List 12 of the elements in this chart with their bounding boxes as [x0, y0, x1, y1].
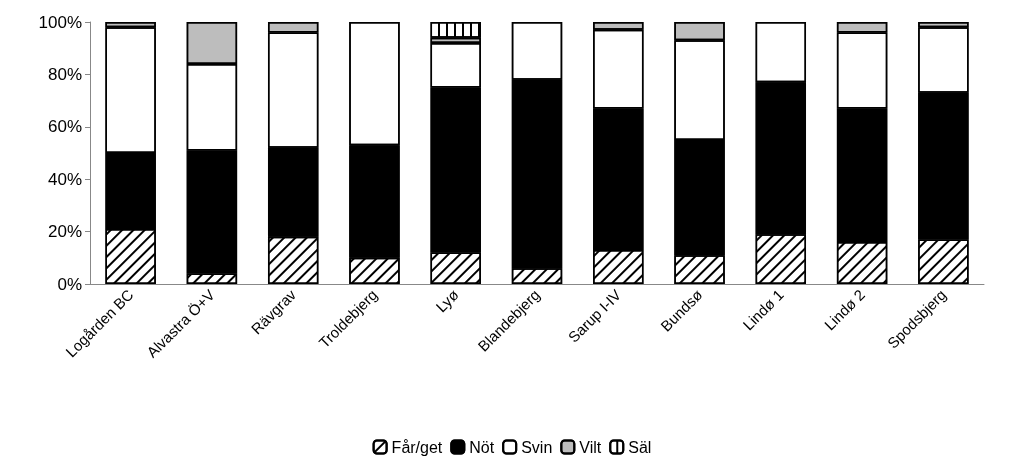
legend-label: Vilt [579, 438, 602, 456]
y-tick-label: 80% [47, 64, 82, 84]
y-tick-label: 60% [47, 117, 82, 137]
y-tick-label: 20% [47, 222, 82, 242]
legend-label: Säl [628, 438, 652, 456]
legend-label: Får/get [391, 438, 443, 456]
legend-label: Nöt [469, 438, 495, 456]
y-tick-label: 100% [38, 12, 82, 32]
x-tick-label: Lyø [432, 285, 462, 316]
legend-label: Svin [521, 438, 553, 456]
y-tick-label: 0% [57, 274, 82, 294]
y-tick-label: 40% [47, 169, 82, 189]
